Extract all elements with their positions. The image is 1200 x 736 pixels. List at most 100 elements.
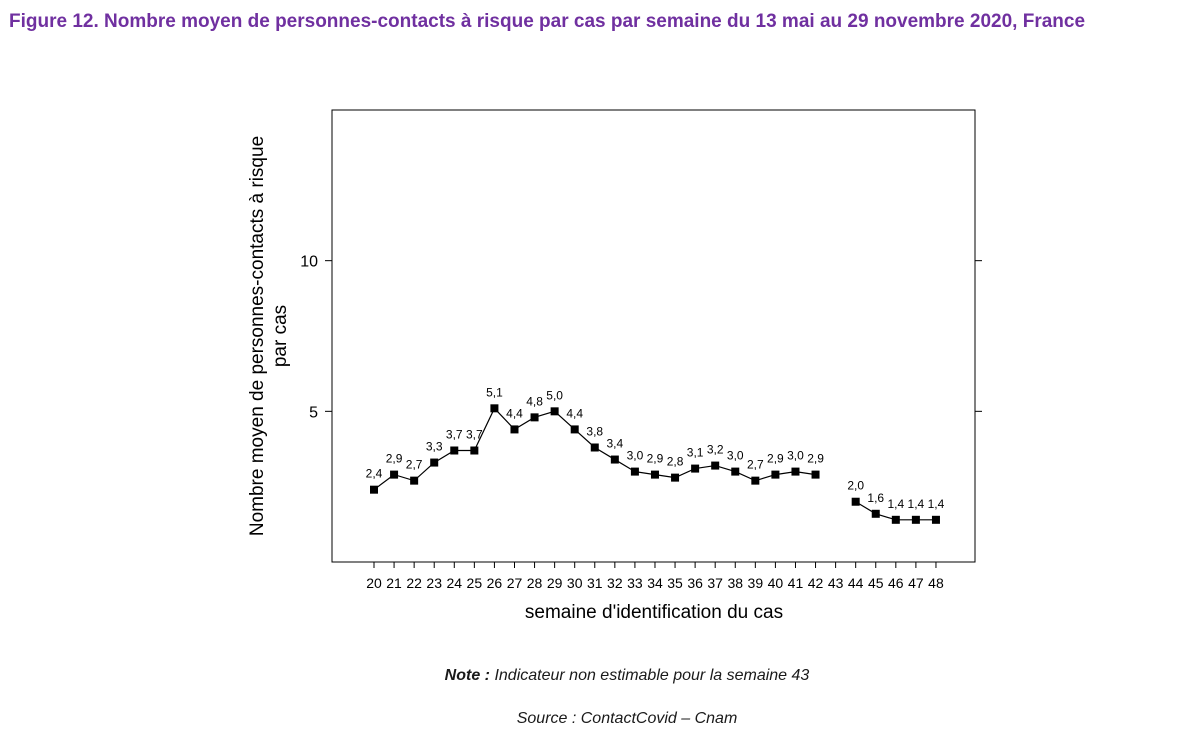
x-tick-label-46: 46 [888,575,904,591]
data-point-25 [470,446,479,455]
x-tick-label-27: 27 [507,575,523,591]
data-label-23: 3,3 [426,440,443,454]
y-axis: 5 10 [300,254,982,421]
data-label-29: 5,0 [546,388,563,402]
data-label-24: 3,7 [446,428,463,442]
x-tick-label-28: 28 [527,575,543,591]
data-point-38 [731,467,740,476]
x-tick-label-22: 22 [406,575,422,591]
data-point-22 [410,476,419,485]
figure-note: Note : Indicateur non estimable pour la … [0,667,1200,685]
data-label-32: 3,4 [606,437,623,451]
x-tick-label-26: 26 [487,575,503,591]
x-tick-label-31: 31 [587,575,603,591]
note-label: Note : [444,667,490,684]
x-tick-label-29: 29 [547,575,563,591]
data-label-48: 1,4 [928,497,945,511]
x-tick-label-30: 30 [567,575,583,591]
x-axis-title: semaine d'identification du cas [525,602,783,623]
data-label-40: 2,9 [767,452,784,466]
data-point-47 [911,515,920,524]
x-tick-label-25: 25 [467,575,483,591]
x-tick-label-42: 42 [808,575,824,591]
data-point-30 [570,425,579,434]
data-point-24 [450,446,459,455]
data-label-39: 2,7 [747,458,764,472]
data-point-42 [811,470,820,479]
data-label-34: 2,9 [647,452,664,466]
data-point-46 [891,515,900,524]
data-point-44 [851,497,860,506]
data-label-26: 5,1 [486,385,503,399]
data-point-32 [610,455,619,464]
x-tick-label-44: 44 [848,575,864,591]
figure-source: Source : ContactCovid – Cnam [516,710,738,727]
data-point-23 [430,458,439,467]
x-tick-label-38: 38 [727,575,743,591]
data-label-27: 4,4 [506,406,523,420]
data-point-41 [791,467,800,476]
data-point-29 [550,407,559,416]
x-tick-label-33: 33 [627,575,643,591]
data-label-22: 2,7 [406,458,423,472]
data-point-34 [650,470,659,479]
x-tick-label-39: 39 [748,575,764,591]
x-tick-label-45: 45 [868,575,884,591]
data-point-21 [390,470,399,479]
x-tick-label-32: 32 [607,575,623,591]
data-point-37 [711,461,720,470]
x-tick-label-34: 34 [647,575,663,591]
y-axis-title-line-1: Nombre moyen de personnes-contacts à ris… [247,136,268,536]
data-label-44: 2,0 [847,479,864,493]
data-label-21: 2,9 [386,452,403,466]
x-tick-label-20: 20 [366,575,382,591]
data-point-39 [751,476,760,485]
x-tick-label-37: 37 [707,575,723,591]
figure-title: Figure 12. Nombre moyen de personnes-con… [9,11,1086,32]
x-tick-label-47: 47 [908,575,924,591]
data-label-45: 1,6 [867,491,884,505]
y-tick-label-10: 10 [300,254,318,271]
data-label-37: 3,2 [707,443,724,457]
data-point-33 [630,467,639,476]
y-tick-label-5: 5 [309,404,318,421]
data-point-40 [771,470,780,479]
data-point-36 [691,464,700,473]
x-tick-label-24: 24 [446,575,462,591]
data-label-47: 1,4 [908,497,925,511]
x-tick-label-23: 23 [426,575,442,591]
data-point-45 [871,509,880,518]
data-label-41: 3,0 [787,449,804,463]
x-tick-label-43: 43 [828,575,844,591]
data-label-38: 3,0 [727,449,744,463]
series-points-group [370,404,940,524]
plot-frame [331,109,976,563]
data-label-36: 3,1 [687,446,704,460]
data-label-25: 3,7 [466,428,483,442]
data-label-46: 1,4 [887,497,904,511]
y-axis-title-line-2: par cas [270,305,291,367]
x-tick-label-35: 35 [667,575,683,591]
data-label-31: 3,8 [586,424,603,438]
data-point-20 [370,485,378,494]
data-labels-group: 2,42,9 2,73,33,7 3,75,14,44,8 5,04,43,83,43… [366,385,945,510]
x-tick-label-21: 21 [386,575,402,591]
note-text: Indicateur non estimable pour la semaine… [494,667,810,684]
data-point-28 [530,413,539,422]
x-tick-label-48: 48 [928,575,944,591]
data-point-31 [590,443,599,452]
x-tick-label-36: 36 [687,575,703,591]
data-point-35 [671,473,680,482]
x-axis: 20 21 22 23 24 25 26 27 28 29 30 31 32 33 34 35 36 37 38 39… [366,562,944,591]
data-label-33: 3,0 [627,449,644,463]
data-point-48 [931,515,940,524]
x-tick-label-41: 41 [788,575,804,591]
data-point-26 [490,404,499,413]
data-point-27 [510,425,519,434]
data-label-20: 2,4 [366,467,383,481]
data-label-35: 2,8 [667,455,684,469]
data-label-30: 4,4 [566,406,583,420]
data-label-28: 4,8 [526,394,543,408]
x-tick-label-40: 40 [768,575,784,591]
